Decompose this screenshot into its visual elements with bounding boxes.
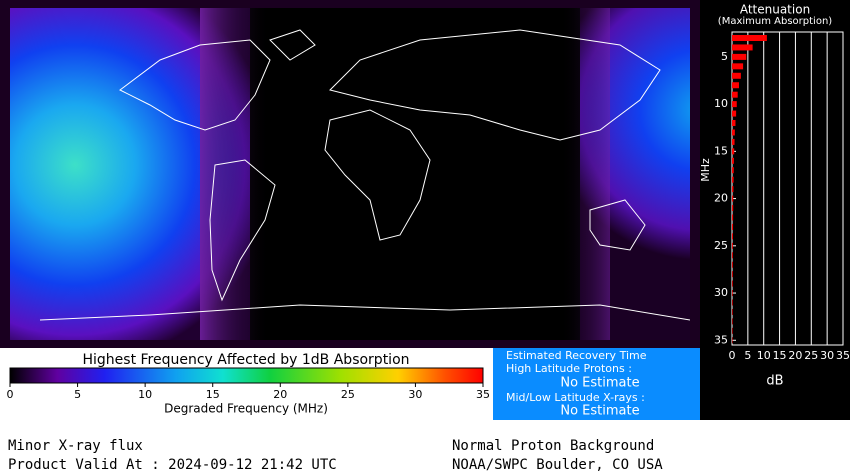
x-tick-label: 10 <box>757 349 771 362</box>
bar <box>732 299 733 306</box>
map <box>10 8 690 340</box>
footer-source: NOAA/SWPC Boulder, CO USA <box>452 457 663 473</box>
colorbar-tick-label: 15 <box>206 388 220 401</box>
y-tick-label: 20 <box>714 192 728 205</box>
bar <box>732 327 733 334</box>
bar <box>732 138 735 145</box>
bar <box>732 214 734 221</box>
coastlines <box>39 29 690 321</box>
bar <box>732 110 737 117</box>
y-tick-label: 30 <box>714 286 728 299</box>
y-axis-label: MHz <box>699 158 712 182</box>
y-tick-label: 35 <box>714 333 728 346</box>
colorbar-tick-label: 10 <box>138 388 152 401</box>
x-tick-label: 30 <box>820 349 834 362</box>
bar <box>732 242 733 249</box>
bar <box>732 233 733 240</box>
bar <box>732 129 735 136</box>
x-tick-label: 15 <box>773 349 787 362</box>
x-tick-label: 25 <box>804 349 818 362</box>
colorbar-label: Degraded Frequency (MHz) <box>164 402 328 416</box>
colorbar-tick-label: 25 <box>341 388 355 401</box>
bar <box>732 318 733 325</box>
bar <box>732 82 739 89</box>
colorbar-tick-label: 35 <box>476 388 490 401</box>
bar <box>732 167 734 174</box>
recovery-mid-label: Mid/Low Latitude X-rays : <box>506 391 645 404</box>
bar <box>732 223 734 230</box>
footer-proton: Normal Proton Background <box>452 438 654 454</box>
colorbar-title: Highest Frequency Affected by 1dB Absorp… <box>82 352 409 368</box>
bar <box>732 271 733 278</box>
bar <box>732 35 767 41</box>
bar <box>732 72 741 79</box>
y-tick-label: 15 <box>714 144 728 157</box>
bar <box>732 195 734 202</box>
colorbar-tick-label: 5 <box>74 388 81 401</box>
bar <box>732 44 753 51</box>
colorbar <box>9 367 484 384</box>
bar <box>732 63 744 70</box>
y-tick-label: 5 <box>721 50 728 63</box>
bar <box>732 252 733 259</box>
bar <box>732 53 747 60</box>
colorbar-tick-label: 20 <box>273 388 287 401</box>
bar <box>732 261 733 268</box>
bar <box>732 176 734 183</box>
bar <box>732 157 734 164</box>
x-tick-label: 20 <box>788 349 802 362</box>
recovery-mid-value: No Estimate <box>560 404 639 419</box>
x-tick-label: 5 <box>744 349 751 362</box>
chart-title: Attenuation <box>740 3 810 17</box>
bar <box>732 290 733 297</box>
bar <box>732 101 737 108</box>
bar <box>732 148 735 155</box>
footer-valid: Product Valid At : 2024-09-12 21:42 UTC <box>8 457 337 473</box>
bar <box>732 280 733 287</box>
recovery-box <box>493 348 700 420</box>
x-tick-label: 0 <box>729 349 736 362</box>
colorbar-tick-label: 30 <box>408 388 422 401</box>
x-axis-label: dB <box>766 374 783 389</box>
recovery-high-label: High Latitude Protons : <box>506 362 632 375</box>
bar <box>732 205 734 212</box>
y-tick-label: 10 <box>714 97 728 110</box>
bar <box>732 308 733 315</box>
recovery-title: Estimated Recovery Time <box>506 349 647 362</box>
bar <box>732 120 736 127</box>
footer-xray: Minor X-ray flux <box>8 438 143 454</box>
bar <box>732 91 738 98</box>
colorbar-tick-label: 0 <box>7 388 14 401</box>
plot-frame <box>731 31 844 346</box>
chart-subtitle: (Maximum Absorption) <box>718 16 832 27</box>
bar <box>732 337 733 344</box>
bar <box>732 186 734 193</box>
x-tick-label: 35 <box>836 349 850 362</box>
recovery-high-value: No Estimate <box>560 376 639 391</box>
y-tick-label: 25 <box>714 239 728 252</box>
